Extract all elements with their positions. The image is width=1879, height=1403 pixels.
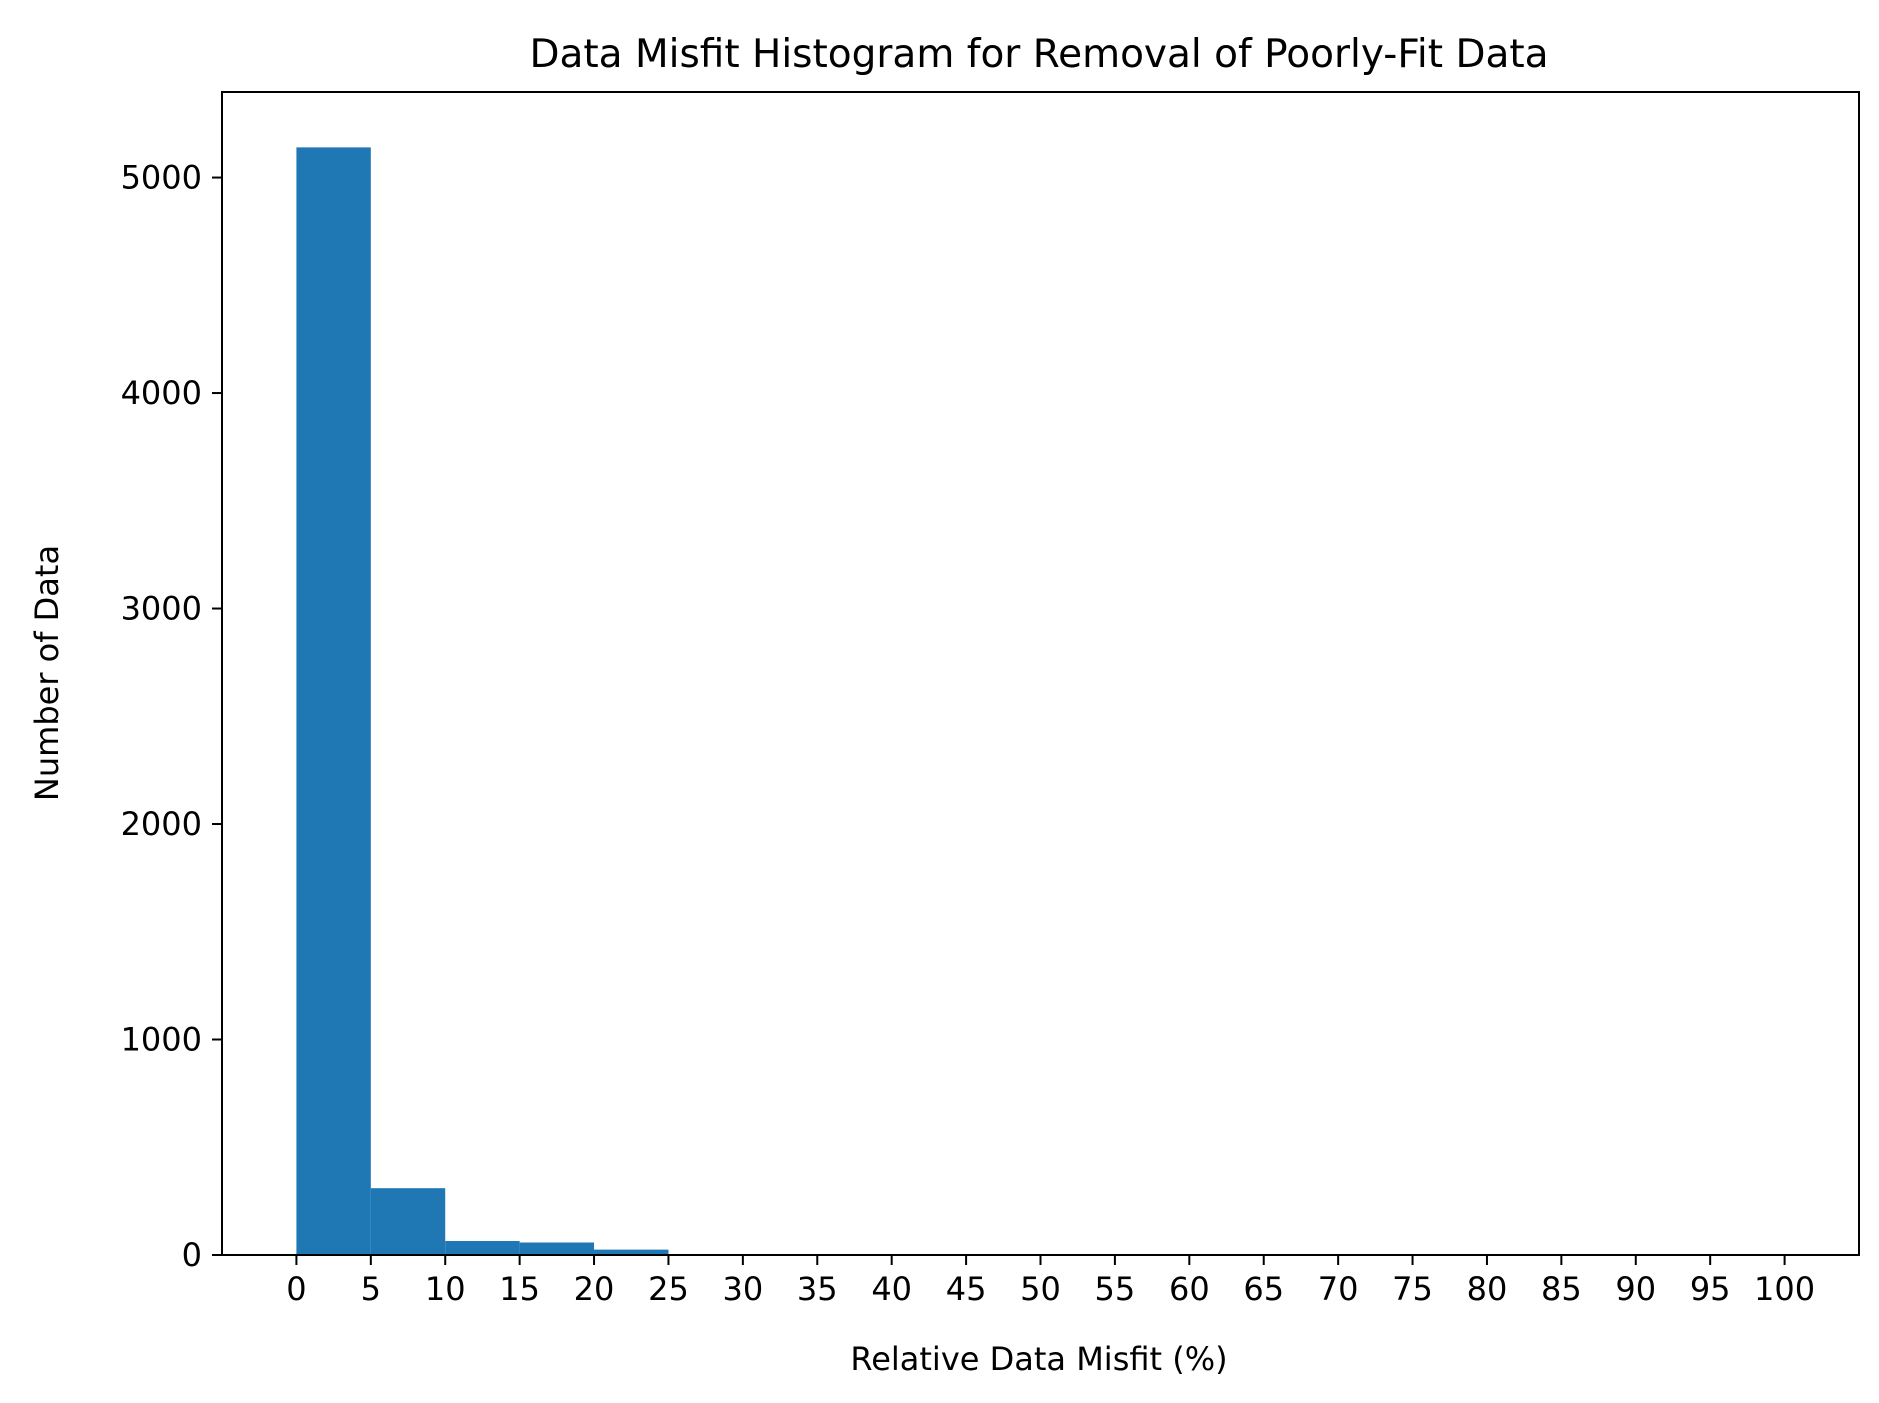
x-axis-label: Relative Data Misfit (%) [850,1340,1227,1378]
y-tick-label: 4000 [121,374,202,412]
x-axis-ticks: 0 5 10 15 20 25 30 35 40 45 50 55 60 65 70 75 80 85 90 95 10… [286,1255,1815,1308]
x-tick-label: 5 [361,1270,381,1308]
x-tick-label: 20 [574,1270,615,1308]
histogram-bar-15-20 [519,1242,595,1255]
x-tick-label: 55 [1095,1270,1136,1308]
x-tick-label: 40 [871,1270,912,1308]
x-tick-label: 60 [1169,1270,1210,1308]
histogram-bar-5-10 [370,1188,446,1255]
x-tick-label: 65 [1243,1270,1284,1308]
x-tick-label: 70 [1318,1270,1359,1308]
x-tick-label: 90 [1615,1270,1656,1308]
x-tick-label: 75 [1392,1270,1433,1308]
chart-title: Data Misfit Histogram for Removal of Poo… [529,32,1548,77]
x-tick-label: 95 [1690,1270,1731,1308]
y-axis-label: Number of Data [28,545,66,801]
x-tick-label: 85 [1541,1270,1582,1308]
bars-layer [296,147,818,1255]
histogram-bar-20-25 [594,1249,669,1255]
x-tick-label: 100 [1754,1270,1815,1308]
x-tick-label: 80 [1467,1270,1508,1308]
x-tick-label: 35 [797,1270,838,1308]
x-tick-label: 10 [425,1270,466,1308]
x-tick-label: 50 [1020,1270,1061,1308]
y-tick-label: 2000 [121,805,202,843]
x-tick-label: 0 [286,1270,306,1308]
y-tick-label: 0 [182,1236,202,1274]
x-tick-label: 30 [723,1270,764,1308]
histogram-bar-10-15 [445,1240,520,1255]
y-tick-label: 1000 [121,1021,202,1059]
y-axis-ticks: 0 1000 2000 3000 4000 5000 [121,159,222,1274]
x-tick-label: 45 [946,1270,987,1308]
y-tick-label: 5000 [121,159,202,197]
y-tick-label: 3000 [121,590,202,628]
x-tick-label: 25 [648,1270,689,1308]
histogram-bar-0-5 [296,147,371,1255]
x-tick-label: 15 [499,1270,540,1308]
